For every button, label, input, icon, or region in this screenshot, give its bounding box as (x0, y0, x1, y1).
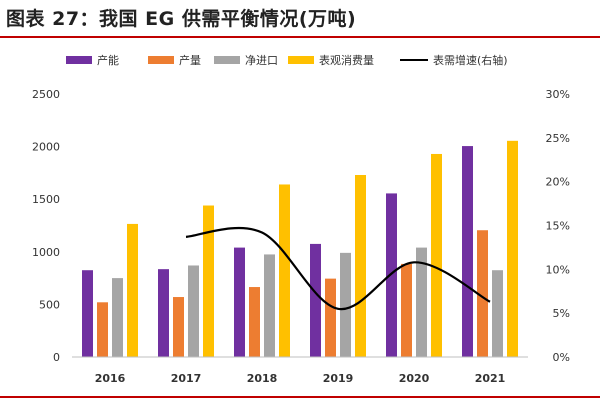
title-divider (0, 36, 600, 38)
x-tick-label: 2017 (171, 372, 202, 385)
bar-产量 (401, 263, 412, 357)
legend-label: 产能 (97, 53, 119, 67)
bars (82, 140, 518, 357)
y-left-tick-label: 2000 (32, 141, 60, 154)
bar-表观消费量 (507, 140, 518, 357)
bar-表观消费量 (355, 175, 366, 357)
y-right-tick-label: 15% (546, 220, 570, 233)
bar-产能 (310, 243, 321, 357)
chart-title: 图表 27：我国 EG 供需平衡情况(万吨) (6, 8, 357, 30)
y-left-tick-label: 2500 (32, 88, 60, 101)
legend-swatch (288, 56, 314, 64)
bar-表观消费量 (279, 184, 290, 357)
legend-swatch (214, 56, 240, 64)
bar-净进口 (188, 265, 199, 357)
bar-产量 (325, 278, 336, 357)
bar-产量 (477, 230, 488, 357)
x-tick-label: 2019 (323, 372, 354, 385)
legend-label: 表需增速(右轴) (433, 53, 508, 67)
bottom-divider (0, 396, 600, 398)
x-tick-label: 2021 (475, 372, 506, 385)
bar-净进口 (264, 254, 275, 357)
legend-swatch (66, 56, 92, 64)
y-right-tick-label: 0% (553, 351, 570, 364)
legend-swatch (148, 56, 174, 64)
y-left-tick-label: 0 (53, 351, 60, 364)
y-axis-left: 0 500 1000 1500 2000 2500 (32, 88, 60, 364)
y-left-tick-label: 500 (39, 298, 60, 311)
legend-label: 产量 (179, 53, 201, 67)
y-left-tick-label: 1000 (32, 246, 60, 259)
bar-表观消费量 (431, 153, 442, 357)
bar-表观消费量 (203, 205, 214, 357)
x-tick-label: 2018 (247, 372, 278, 385)
legend: 产能 产量 净进口 表观消费量 表需增速(右轴) (66, 53, 508, 67)
bar-净进口 (112, 278, 123, 357)
bar-产量 (97, 302, 108, 357)
y-right-tick-label: 10% (546, 263, 570, 276)
legend-label: 表观消费量 (319, 53, 374, 67)
bar-产能 (462, 146, 473, 357)
y-axis-right: 0% 5% 10% 15% 20% 25% 30% (546, 88, 570, 364)
bar-净进口 (492, 270, 503, 357)
legend-label: 净进口 (245, 53, 278, 67)
bar-净进口 (416, 247, 427, 357)
x-tick-label: 2016 (95, 372, 126, 385)
bar-产能 (234, 247, 245, 357)
bar-产能 (158, 269, 169, 357)
x-axis: 2016 2017 2018 2019 2020 2021 (72, 356, 528, 385)
y-right-tick-label: 20% (546, 176, 570, 189)
bar-产能 (82, 270, 93, 357)
bar-产量 (173, 297, 184, 357)
x-tick-label: 2020 (399, 372, 430, 385)
line-表需增速(右轴) (185, 226, 491, 310)
y-right-tick-label: 25% (546, 132, 570, 145)
y-left-tick-label: 1500 (32, 193, 60, 206)
bar-产能 (386, 193, 397, 357)
y-right-tick-label: 5% (553, 307, 570, 320)
bar-产量 (249, 287, 260, 357)
bar-净进口 (340, 252, 351, 357)
y-right-tick-label: 30% (546, 88, 570, 101)
growth-line (185, 226, 491, 310)
bar-表观消费量 (127, 223, 138, 357)
